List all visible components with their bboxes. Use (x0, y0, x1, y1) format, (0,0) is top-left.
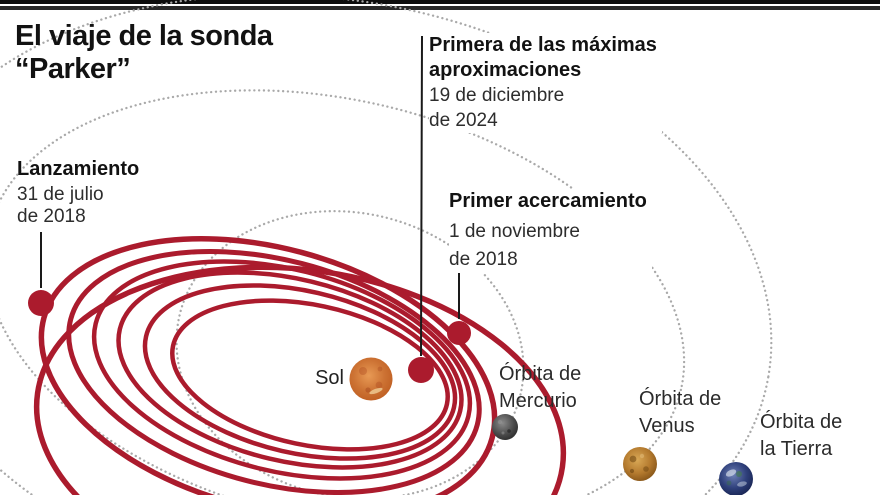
earth-orbit-label-line2: la Tierra (760, 438, 833, 460)
venus-orbit-path (0, 89, 686, 495)
first-approach-title: Primer acercamiento (449, 190, 647, 212)
first-approach-date-line1: 1 de noviembre (449, 221, 580, 242)
callout-lines (40, 35, 460, 357)
launch-callout: Lanzamiento 31 de julio de 2018 (17, 158, 139, 228)
mercury-orbit-label-line2: Mercurio (499, 390, 577, 412)
mercury-orbit-label-line1: Órbita de (499, 363, 582, 385)
title-line-1: El viaje de la sonda (15, 20, 273, 52)
sun (349, 357, 393, 401)
first-approach-callout: Primer acercamiento 1 de noviembre de 20… (449, 189, 652, 273)
trajectory-loop-1 (170, 298, 450, 452)
max-approach-date-line2: de 2024 (429, 110, 498, 131)
max-approach-line (420, 35, 423, 357)
venus-orbit-label: Órbita de Venus (639, 386, 721, 440)
earth-planet (719, 462, 753, 495)
trajectory-loop-3 (116, 270, 464, 470)
venus-orbit-label-line2: Venus (639, 415, 695, 437)
launch-date-line2: de 2018 (17, 206, 86, 227)
title-line-2: “Parker” (15, 53, 131, 85)
earth-orbit-label: Órbita de la Tierra (760, 409, 842, 463)
max-approach-title-line1: Primera de las máximas (429, 34, 657, 56)
top-border-bar (0, 0, 880, 4)
trajectory-loop-5 (66, 248, 482, 495)
max-approach-marker-dot (408, 357, 434, 383)
mercury-orbit-label: Órbita de Mercurio (499, 361, 581, 415)
launch-date-line1: 31 de julio (17, 184, 104, 205)
page-title: El viaje de la sonda “Parker” (15, 20, 273, 86)
top-border-bar-secondary (0, 5, 880, 10)
launch-title: Lanzamiento (17, 158, 140, 180)
venus-orbit-label-line1: Órbita de (639, 388, 722, 410)
first-approach-date-line2: de 2018 (449, 248, 518, 270)
venus-planet (623, 447, 657, 481)
trajectory-loop-6 (38, 236, 498, 495)
event-markers (28, 290, 471, 383)
trajectory-loop-4 (91, 259, 473, 481)
probe-trajectory (33, 236, 567, 495)
earth-orbit-path (0, 0, 773, 495)
sun-label: Sol (315, 367, 344, 389)
mercury-planet (492, 414, 518, 440)
earth-orbit-label-line1: Órbita de (760, 411, 843, 433)
trajectory-loop-2 (142, 283, 458, 461)
launch-marker-dot (28, 290, 54, 316)
first-approach-marker-dot (447, 321, 471, 345)
max-approach-title-line2: aproximaciones (429, 59, 582, 81)
max-approach-date-line1: 19 de diciembre (429, 85, 565, 106)
max-approach-callout: Primera de las máximas aproximaciones 19… (429, 33, 662, 133)
